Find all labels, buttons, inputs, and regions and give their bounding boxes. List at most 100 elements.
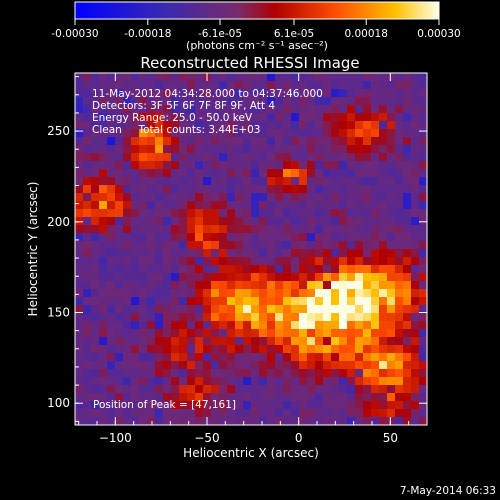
- heatmap-cell: [211, 217, 220, 226]
- heatmap-cell: [411, 137, 420, 146]
- heatmap-cell: [163, 177, 172, 186]
- heatmap-cell: [75, 377, 84, 386]
- heatmap-cell: [283, 185, 292, 194]
- heatmap-cell: [211, 313, 220, 322]
- heatmap-cell: [331, 225, 340, 234]
- heatmap-cell: [291, 209, 300, 218]
- heatmap-cell: [379, 361, 388, 370]
- heatmap-cell: [355, 353, 364, 362]
- heatmap-cell: [403, 369, 412, 378]
- heatmap-cell: [355, 193, 364, 202]
- heatmap-cell: [419, 369, 428, 378]
- heatmap-cell: [115, 161, 124, 170]
- heatmap-cell: [395, 209, 404, 218]
- heatmap-cell: [99, 353, 108, 362]
- heatmap-cell: [355, 161, 364, 170]
- heatmap-cell: [203, 233, 212, 242]
- heatmap-cell: [355, 369, 364, 378]
- heatmap-cell: [379, 345, 388, 354]
- heatmap-cell: [75, 209, 84, 218]
- heatmap-cell: [107, 401, 116, 410]
- heatmap-cell: [307, 353, 316, 362]
- heatmap-cell: [147, 169, 156, 178]
- heatmap-cell: [235, 273, 244, 282]
- heatmap-cell: [227, 169, 236, 178]
- heatmap-cell: [219, 233, 228, 242]
- heatmap-cell: [219, 257, 228, 266]
- heatmap-cell: [403, 393, 412, 402]
- heatmap-cell: [387, 177, 396, 186]
- heatmap-cell: [267, 121, 276, 130]
- heatmap-cell: [291, 233, 300, 242]
- heatmap-cell: [243, 257, 252, 266]
- heatmap-cell: [171, 97, 180, 106]
- heatmap-cell: [179, 273, 188, 282]
- heatmap-cell: [315, 89, 324, 98]
- heatmap-cell: [91, 313, 100, 322]
- heatmap-cell: [163, 113, 172, 122]
- heatmap-cell: [171, 161, 180, 170]
- heatmap-cell: [379, 369, 388, 378]
- heatmap-cell: [283, 401, 292, 410]
- heatmap-cell: [395, 201, 404, 210]
- heatmap-cell: [291, 385, 300, 394]
- heatmap-cell: [75, 417, 84, 426]
- heatmap-cell: [139, 137, 148, 146]
- heatmap-cell: [323, 417, 332, 426]
- heatmap-cell: [307, 321, 316, 330]
- heatmap-cell: [179, 265, 188, 274]
- heatmap-cell: [347, 113, 356, 122]
- heatmap-cell: [147, 73, 156, 82]
- heatmap-cell: [315, 113, 324, 122]
- heatmap-cell: [355, 377, 364, 386]
- heatmap-cell: [235, 241, 244, 250]
- heatmap-cell: [299, 409, 308, 418]
- heatmap-cell: [99, 113, 108, 122]
- heatmap-cell: [187, 361, 196, 370]
- x-tick-label: 0: [295, 431, 303, 445]
- heatmap-cell: [347, 233, 356, 242]
- heatmap-cell: [163, 369, 172, 378]
- heatmap-cell: [419, 193, 428, 202]
- heatmap-cell: [227, 105, 236, 114]
- heatmap-cell: [315, 353, 324, 362]
- heatmap-cell: [131, 177, 140, 186]
- heatmap-cell: [75, 361, 84, 370]
- heatmap-cell: [211, 321, 220, 330]
- heatmap-cell: [155, 369, 164, 378]
- heatmap-cell: [307, 137, 316, 146]
- heatmap-cell: [163, 329, 172, 338]
- heatmap-cell: [347, 225, 356, 234]
- heatmap-cell: [387, 97, 396, 106]
- heatmap-cell: [83, 97, 92, 106]
- heatmap-cell: [323, 81, 332, 90]
- heatmap-cell: [227, 177, 236, 186]
- heatmap-cell: [387, 385, 396, 394]
- heatmap-cell: [243, 273, 252, 282]
- heatmap-cell: [227, 137, 236, 146]
- heatmap-cell: [387, 345, 396, 354]
- heatmap-cell: [203, 265, 212, 274]
- heatmap-cell: [379, 105, 388, 114]
- heatmap-cell: [219, 297, 228, 306]
- heatmap-cell: [371, 265, 380, 274]
- heatmap-cell: [211, 281, 220, 290]
- heatmap-cell: [227, 241, 236, 250]
- heatmap-cell: [355, 321, 364, 330]
- heatmap-cell: [339, 105, 348, 114]
- heatmap-cell: [139, 209, 148, 218]
- heatmap-cell: [139, 385, 148, 394]
- heatmap-cell: [331, 177, 340, 186]
- heatmap-cell: [91, 129, 100, 138]
- heatmap-cell: [371, 345, 380, 354]
- heatmap-cell: [307, 401, 316, 410]
- heatmap-cell: [323, 273, 332, 282]
- heatmap-cell: [227, 361, 236, 370]
- heatmap-cell: [195, 417, 204, 426]
- heatmap-cell: [203, 225, 212, 234]
- heatmap-cell: [99, 345, 108, 354]
- heatmap-cell: [155, 361, 164, 370]
- heatmap-cell: [339, 217, 348, 226]
- heatmap-cell: [307, 393, 316, 402]
- heatmap-cell: [411, 185, 420, 194]
